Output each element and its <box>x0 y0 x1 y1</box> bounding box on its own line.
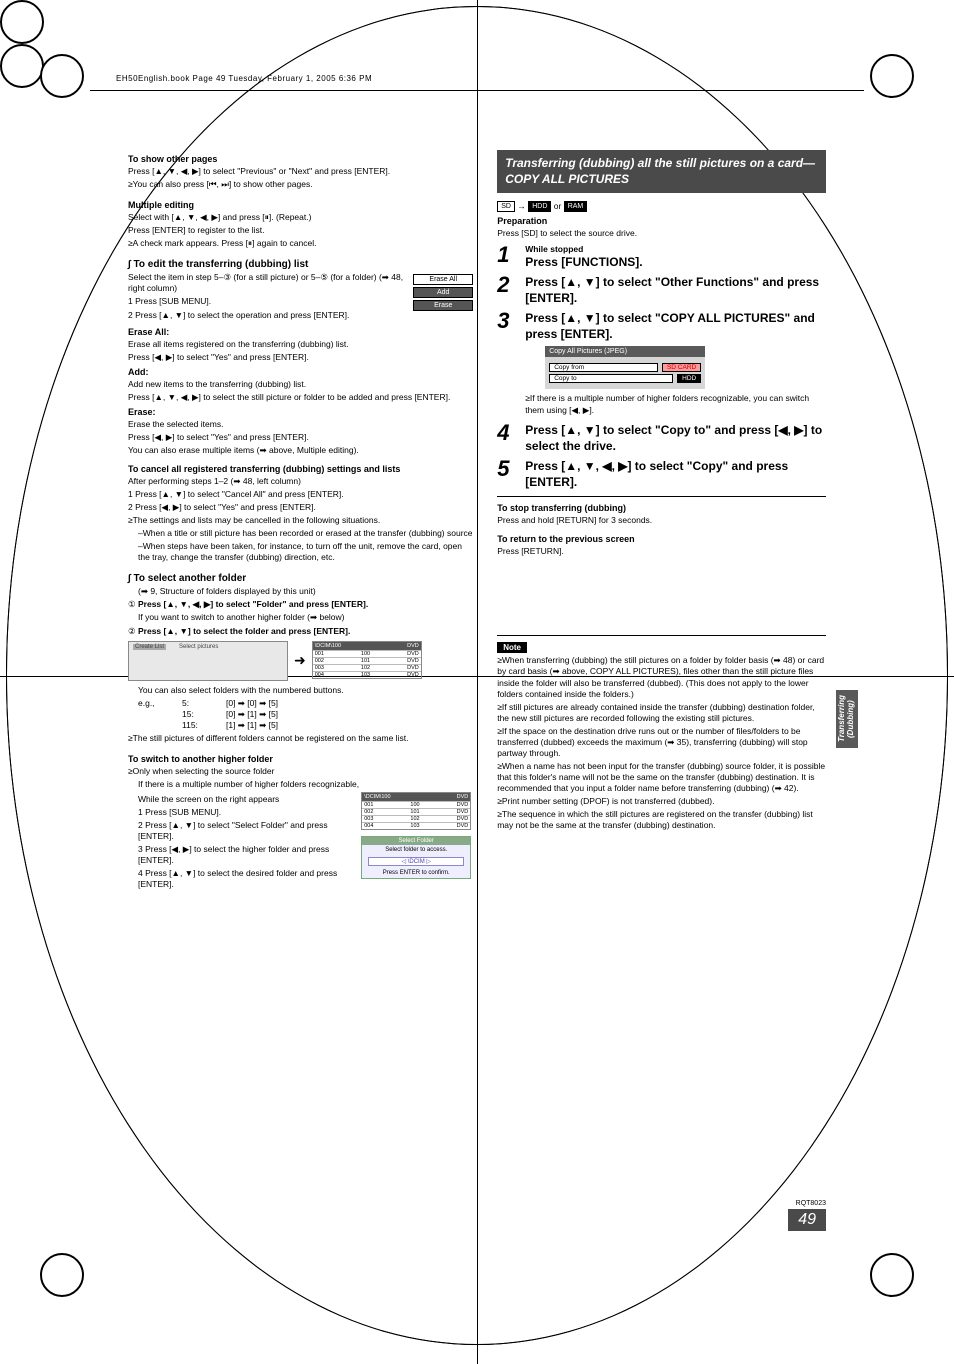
select-folder-dialog: Select Folder Select folder to access. ◁… <box>361 836 471 879</box>
multiple-editing-title: Multiple editing <box>128 200 473 210</box>
select-folder-title: ∫ To select another folder <box>128 573 473 584</box>
left-column: To show other pages Press [▲, ▼, ◀, ▶] t… <box>128 150 473 1241</box>
text: Press and hold [RETURN] for 3 seconds. <box>497 515 826 526</box>
top-rule <box>90 90 864 91</box>
drive-flow: SD → HDD or RAM <box>497 201 826 212</box>
note-item: ≥When a name has not been input for the … <box>497 761 826 794</box>
text: Press [RETURN]. <box>497 546 826 557</box>
step-number: 2 <box>497 274 517 296</box>
step-main: Press [FUNCTIONS]. <box>525 254 826 270</box>
show-other-pages-title: To show other pages <box>128 154 473 164</box>
menu-buttons: Erase All Add Erase <box>413 274 473 313</box>
text: (➡ 9, Structure of folders displayed by … <box>138 586 473 597</box>
step-main: Press [▲, ▼] to select "COPY ALL PICTURE… <box>525 310 826 342</box>
text: [0] ➡ [0] ➡ [5] <box>226 698 473 709</box>
add-heading: Add: <box>128 367 473 377</box>
preparation-title: Preparation <box>497 216 826 226</box>
note-item: ≥Print number setting (DPOF) is not tran… <box>497 796 826 807</box>
step-sub: While stopped <box>525 244 826 254</box>
separator <box>497 496 826 497</box>
right-column: Transferring (dubbing) all the still pic… <box>497 150 826 1241</box>
page-header: EH50English.book Page 49 Tuesday, Februa… <box>116 74 372 83</box>
text: Press [◀, ▶] to select "Yes" and press [… <box>128 432 473 443</box>
text: ≥You can also press [⏮, ⏭] to show other… <box>128 179 473 190</box>
text: –When a title or still picture has been … <box>138 528 473 539</box>
erase-all-heading: Erase All: <box>128 327 473 337</box>
text: ① Press [▲, ▼, ◀, ▶] to select "Folder" … <box>128 599 473 610</box>
section-banner: Transferring (dubbing) all the still pic… <box>497 150 826 193</box>
return-title: To return to the previous screen <box>497 534 826 544</box>
folder-list: \DCIM\100DVD 001100DVD 002101DVD 003102D… <box>312 641 422 679</box>
text: 2 Press [◀, ▶] to select "Yes" and press… <box>128 502 473 513</box>
content-area: To show other pages Press [▲, ▼, ◀, ▶] t… <box>128 150 826 1241</box>
text: ≥If there is a multiple number of higher… <box>525 393 826 415</box>
text: 3 Press [◀, ▶] to select the higher fold… <box>138 844 355 866</box>
text: 115: <box>182 720 222 731</box>
text: Press [▲, ▼, ◀, ▶] to select the still p… <box>128 392 473 403</box>
text: 2 Press [▲, ▼] to select "Select Folder"… <box>138 820 355 842</box>
note-item: ≥When transferring (dubbing) the still p… <box>497 655 826 699</box>
text: Erase the selected items. <box>128 419 473 430</box>
add-option: Add <box>413 287 473 298</box>
cancel-all-heading: To cancel all registered transferring (d… <box>128 464 473 474</box>
erase-heading: Erase: <box>128 407 473 417</box>
procedure-list: 1 While stopped Press [FUNCTIONS]. 2 Pre… <box>497 244 826 491</box>
copy-all-dialog: Copy All Pictures (JPEG) Copy fromSD CAR… <box>545 346 705 389</box>
edit-list-title: ∫ To edit the transferring (dubbing) lis… <box>128 259 473 270</box>
text: ≥A check mark appears. Press [⏸] again t… <box>128 238 473 249</box>
text: –When steps have been taken, for instanc… <box>138 541 473 563</box>
erase-option: Erase <box>413 300 473 311</box>
text: Press [◀, ▶] to select "Yes" and press [… <box>128 352 473 363</box>
text: [1] ➡ [1] ➡ [5] <box>226 720 473 731</box>
text: ≥The still pictures of different folders… <box>128 733 473 744</box>
page-footer: RQT8023 49 <box>788 1200 826 1231</box>
text: ≥Only when selecting the source folder <box>128 766 473 777</box>
step-number: 4 <box>497 422 517 444</box>
text: If there is a multiple number of higher … <box>138 779 473 790</box>
text: 1 Press [SUB MENU]. <box>138 807 355 818</box>
text: [0] ➡ [1] ➡ [5] <box>226 709 473 720</box>
step-number: 3 <box>497 310 517 332</box>
step-main: Press [▲, ▼, ◀, ▶] to select "Copy" and … <box>525 458 826 490</box>
note-label: Note <box>497 642 527 653</box>
text: 4 Press [▲, ▼] to select the desired fol… <box>138 868 355 890</box>
text: Press [ENTER] to register to the list. <box>128 225 473 236</box>
note-item: ≥If still pictures are already contained… <box>497 702 826 724</box>
text: 5: <box>182 698 222 709</box>
text: ≥The settings and lists may be cancelled… <box>128 515 473 526</box>
separator <box>497 635 826 636</box>
note-item: ≥The sequence in which the still picture… <box>497 809 826 831</box>
text: e.g., <box>138 698 178 709</box>
text: ② Press [▲, ▼] to select the folder and … <box>128 626 473 637</box>
stop-title: To stop transferring (dubbing) <box>497 503 826 513</box>
text: You can also erase multiple items (➡ abo… <box>128 445 473 456</box>
side-tab: Transferring (Dubbing) <box>836 690 858 748</box>
rqt-code: RQT8023 <box>788 1200 826 1207</box>
text: Select with [▲, ▼, ◀, ▶] and press [⏸]. … <box>128 212 473 223</box>
text: Press [SD] to select the source drive. <box>497 228 826 239</box>
switch-higher-title: To switch to another higher folder <box>128 754 473 764</box>
text: After performing steps 1–2 (➡ 48, left c… <box>128 476 473 487</box>
step-number: 1 <box>497 244 517 266</box>
text: You can also select folders with the num… <box>138 685 473 696</box>
text: Add new items to the transferring (dubbi… <box>128 379 473 390</box>
page-number: 49 <box>788 1209 826 1231</box>
text: Press [▲, ▼, ◀, ▶] to select "Previous" … <box>128 166 473 177</box>
folder-list-2: \DCIM\100DVD 001100DVD 002101DVD 003102D… <box>361 792 471 830</box>
erase-all-option: Erase All <box>413 274 473 285</box>
text: 1 Press [▲, ▼] to select "Cancel All" an… <box>128 489 473 500</box>
text: Erase all items registered on the transf… <box>128 339 473 350</box>
step-main: Press [▲, ▼] to select "Copy to" and pre… <box>525 422 826 454</box>
folder-preview: Create List Select pictures <box>128 641 288 681</box>
text: While the screen on the right appears <box>138 794 355 805</box>
step-main: Press [▲, ▼] to select "Other Functions"… <box>525 274 826 306</box>
text: 15: <box>182 709 222 720</box>
text: If you want to switch to another higher … <box>138 612 473 623</box>
step-number: 5 <box>497 458 517 480</box>
arrow-icon: ➜ <box>294 652 306 669</box>
note-item: ≥If the space on the destination drive r… <box>497 726 826 759</box>
